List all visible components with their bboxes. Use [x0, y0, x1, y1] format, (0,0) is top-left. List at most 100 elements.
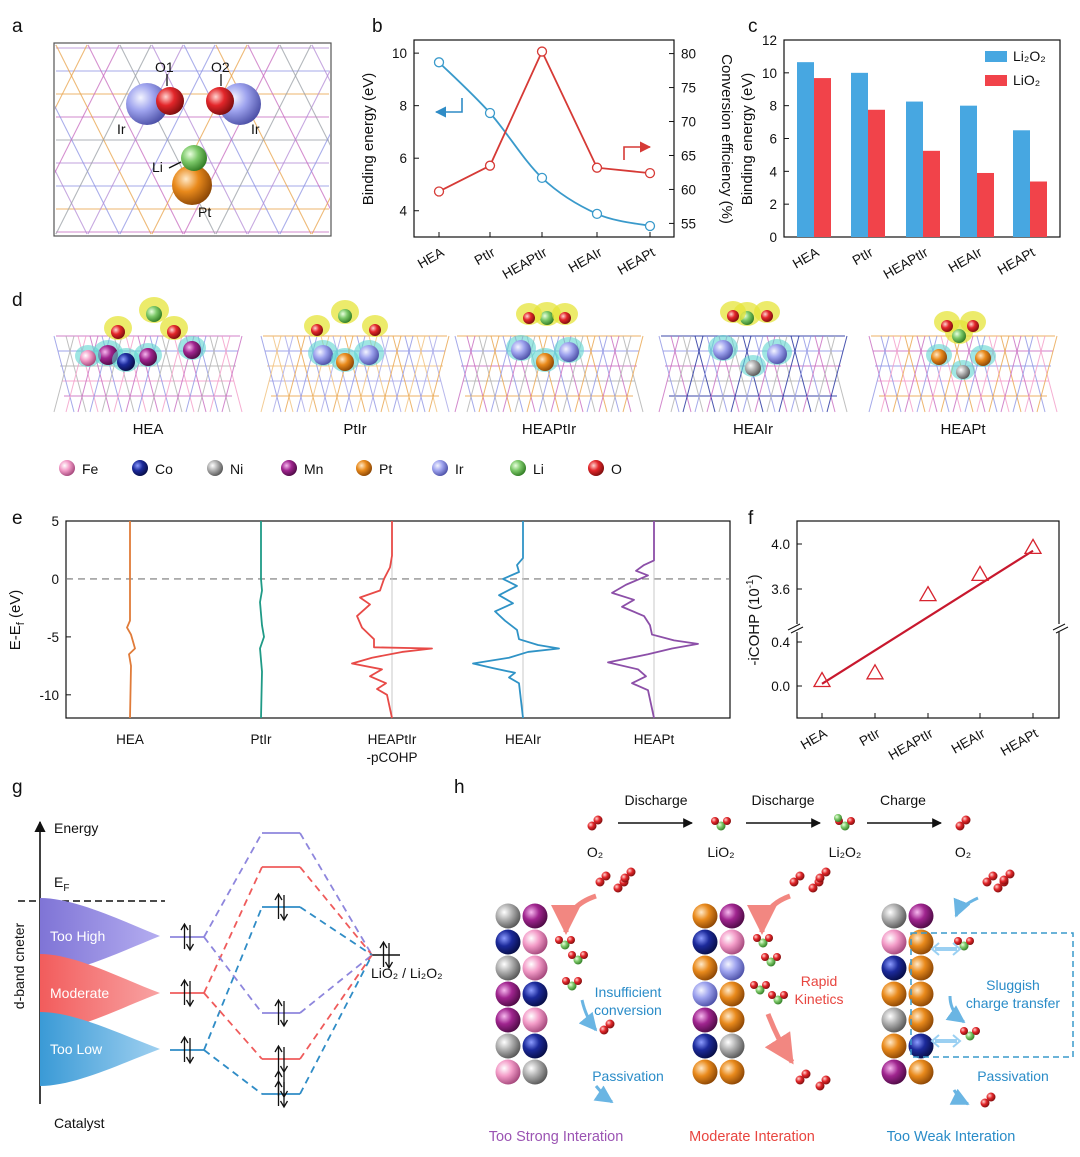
- bar: [906, 101, 923, 237]
- flow-arrow: [593, 1085, 614, 1104]
- correlation-line: [203, 936, 263, 1014]
- lattice-bond: [586, 335, 608, 413]
- lattice-bond: [53, 335, 75, 413]
- atom-ni: [956, 365, 970, 379]
- lattice-bond: [408, 45, 503, 234]
- lio2-molecule: [965, 1031, 975, 1041]
- surface-atom-pt: [719, 1007, 745, 1033]
- x-tick-label: PtIr: [850, 244, 876, 268]
- data-point: [970, 565, 990, 582]
- lattice-bond: [730, 335, 752, 413]
- o2-molecule: [808, 883, 818, 893]
- panel-label-f: f: [748, 508, 754, 529]
- surface-atom-mn: [719, 903, 745, 929]
- surface-atom-mn: [495, 1007, 521, 1033]
- lattice-bond: [376, 45, 471, 234]
- surface-atom-ni: [719, 1033, 745, 1059]
- lattice-bond: [247, 69, 330, 235]
- y-tick-label: 6: [399, 151, 407, 166]
- atom-o: [523, 312, 535, 324]
- lio2-molecule: [567, 981, 577, 991]
- atom-o: [111, 325, 125, 339]
- lio2-molecule: [568, 951, 576, 959]
- atom-fe: [80, 350, 96, 366]
- y-tick-label: 4: [769, 164, 777, 179]
- bar: [977, 172, 994, 237]
- lattice-bond: [404, 335, 426, 413]
- flow-arrow: [945, 995, 966, 1024]
- atom-o: [559, 312, 571, 324]
- legend-swatch-mn: [281, 460, 297, 476]
- data-point-left: [591, 208, 603, 220]
- label-ir-right: Ir: [251, 121, 260, 137]
- spin-up-arrow: [274, 998, 283, 1007]
- y-tick-label: 4.0: [771, 537, 790, 552]
- atom-ir: [359, 345, 379, 365]
- x-tick-label: HEAIr: [946, 244, 985, 275]
- atom-o1: [156, 87, 184, 115]
- atom-o: [311, 324, 323, 336]
- surface-atom-pt: [908, 929, 934, 955]
- pcohp-curve: [259, 521, 265, 719]
- correlation-line: [299, 906, 373, 956]
- data-point-right: [644, 167, 656, 179]
- lio2-molecule: [711, 817, 719, 825]
- surface-atom-pt: [692, 903, 718, 929]
- surface-atom-co: [908, 1033, 934, 1059]
- o2-molecule: [789, 877, 799, 887]
- data-point-left: [644, 220, 656, 232]
- data-point-right: [591, 162, 603, 173]
- lattice-bond: [598, 335, 620, 413]
- surface-atom-fe: [522, 929, 548, 955]
- y2-tick-label: 60: [681, 182, 696, 197]
- surface-atom-pt: [692, 1059, 718, 1085]
- y-tick-label: 6: [769, 132, 777, 147]
- lattice-bond: [1000, 335, 1022, 413]
- lio2-molecule: [723, 817, 731, 825]
- y-tick-label: 12: [762, 33, 777, 48]
- lattice-bond: [55, 232, 56, 234]
- charge-transfer-arrow: [930, 1034, 940, 1048]
- lattice-bond: [55, 44, 120, 174]
- lio2-molecule: [761, 953, 769, 961]
- note-insufficient-conversion: Insufficient conversion: [594, 984, 662, 1018]
- correlation-line: [299, 832, 373, 956]
- surface-atom-pt: [719, 981, 745, 1007]
- spin-down-arrow: [279, 1019, 289, 1028]
- flow-arrow: [578, 999, 598, 1032]
- lio2-molecule: [960, 1027, 968, 1035]
- spin-down-arrow: [185, 999, 195, 1008]
- lattice-bond: [408, 45, 503, 234]
- structure-2: [454, 302, 644, 413]
- correlation-line: [299, 954, 373, 1014]
- atom-o2: [206, 87, 234, 115]
- o2-molecule: [982, 877, 992, 887]
- lattice-bond: [311, 44, 330, 83]
- y-tick-label: 2: [769, 197, 777, 212]
- lattice-bond: [478, 335, 500, 413]
- charge-transfer-arrow: [952, 942, 962, 956]
- o2-molecule: [795, 871, 805, 881]
- note-rapid-kinetics: Rapid Kinetics: [794, 973, 843, 1007]
- x-tick-label: HEAPtIr: [881, 244, 931, 282]
- lattice-bond: [55, 169, 88, 235]
- adsorbate-label: LiO₂ / Li₂O₂: [371, 965, 443, 981]
- note-passivation-1: Passivation: [592, 1068, 664, 1084]
- lattice-bond: [272, 335, 294, 413]
- o2-molecule: [961, 815, 971, 825]
- lattice-bond: [284, 335, 306, 413]
- lattice-bond: [622, 335, 644, 413]
- panel-label-c: c: [748, 16, 758, 37]
- panel-h-mechanism: Discharge Discharge Charge O₂ LiO₂ Li₂O₂…: [489, 792, 1074, 1145]
- surface-atom-fe: [495, 1059, 521, 1085]
- spin-up-arrow: [379, 940, 388, 949]
- panel-e-cat-heaptir: HEAPtIr -pCOHP: [366, 732, 417, 765]
- legend-swatch-co: [132, 460, 148, 476]
- spin-up-arrow: [274, 1069, 283, 1078]
- lattice-bond: [0, 45, 23, 234]
- x-tick-label: HEAPt: [995, 244, 1038, 277]
- lattice-bond: [658, 335, 680, 413]
